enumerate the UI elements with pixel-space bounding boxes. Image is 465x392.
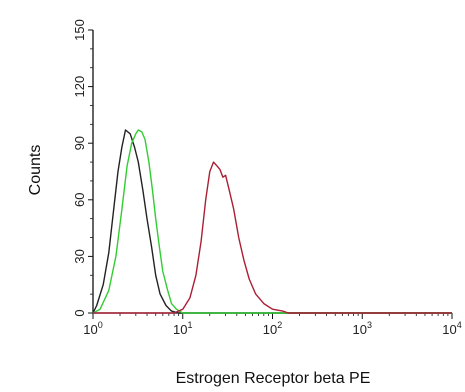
plot-frame: [92, 30, 452, 314]
x-tick-label: 103: [353, 320, 372, 337]
y-tick-label: 30: [72, 249, 87, 263]
y-axis: 0 30 60 90 120 150: [72, 19, 93, 317]
series-layer: [92, 129, 452, 314]
x-axis: 100 101 102 103 104: [83, 313, 462, 337]
x-tick-label: 100: [83, 320, 102, 337]
series-line-1: [92, 129, 452, 314]
y-tick-label: 150: [72, 19, 87, 41]
series-line-2: [92, 129, 452, 314]
series-line-3: [93, 161, 452, 314]
y-tick-label: 90: [72, 136, 87, 150]
x-tick-label: 102: [263, 320, 282, 337]
x-tick-label: 104: [442, 320, 461, 337]
y-tick-label: 0: [72, 309, 87, 316]
y-tick-label: 120: [72, 76, 87, 98]
y-axis-title: Counts: [27, 145, 44, 196]
x-axis-title: Estrogen Receptor beta PE: [176, 370, 371, 387]
x-tick-label: 101: [173, 320, 192, 337]
y-tick-label: 60: [72, 193, 87, 207]
